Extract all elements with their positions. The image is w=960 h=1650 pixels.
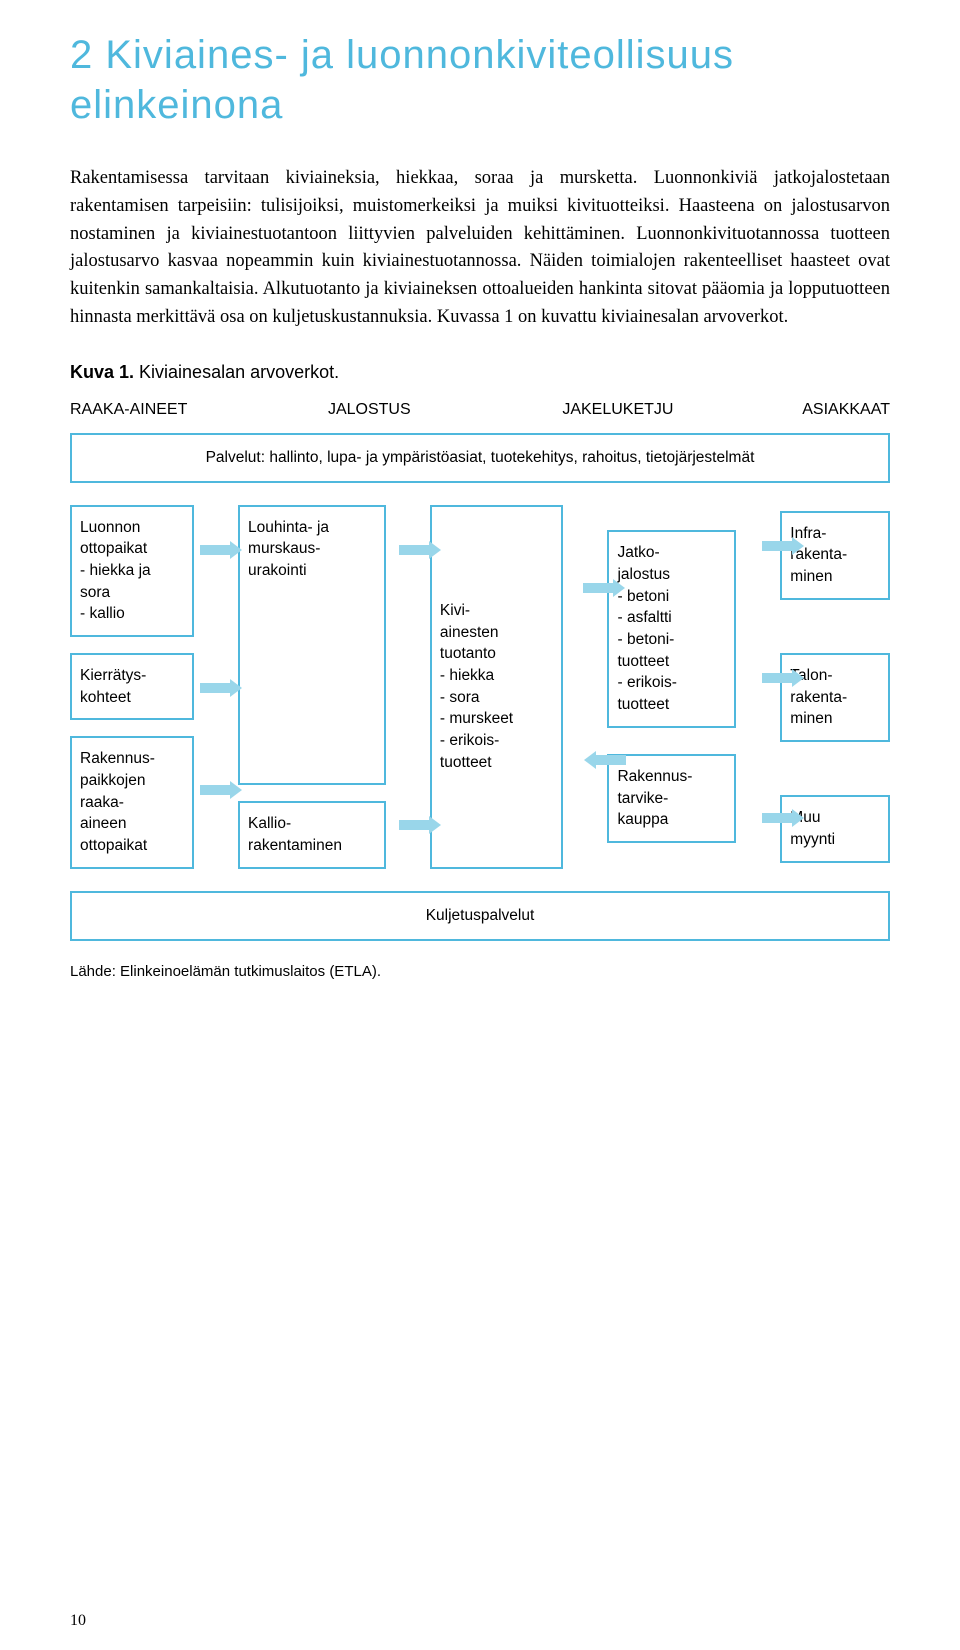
box-kiviainesten-tuotanto: Kivi- ainesten tuotanto - hiekka - sora … (430, 505, 564, 869)
header-jalostus: JALOSTUS (270, 401, 470, 419)
header-raaka: RAAKA-AINEET (70, 401, 270, 419)
box-rakennuspaikkojen: Rakennus- paikkojen raaka- aineen ottopa… (70, 736, 194, 868)
box-talonrakentaminen: Talon- rakenta- minen (780, 653, 890, 742)
figure-source: Lähde: Elinkeinoelämän tutkimuslaitos (E… (70, 963, 890, 980)
box-kalliorakentaminen: Kallio- rakentaminen (238, 801, 386, 868)
box-rakennustarvikekauppa: Rakennus- tarvike- kauppa (607, 754, 736, 843)
box-kierratyskohteet: Kierrätys- kohteet (70, 653, 194, 720)
box-louhinta: Louhinta- ja murskaus- urakointi (238, 505, 386, 786)
arrow-icon (399, 820, 431, 830)
arrow-icon (200, 545, 232, 555)
box-jatkojalostus: Jatko- jalostus - betoni - asfaltti - be… (607, 530, 736, 728)
body-paragraph: Rakentamisessa tarvitaan kiviaineksia, h… (70, 165, 890, 332)
arrow-icon (200, 683, 232, 693)
arrow-icon (583, 583, 615, 593)
diagram-column-headers: RAAKA-AINEET JALOSTUS JAKELUKETJU ASIAKK… (70, 401, 890, 419)
diagram-col-1: Luonnon ottopaikat - hiekka ja sora - ka… (70, 505, 194, 869)
page-title: 2 Kiviaines- ja luonnonkiviteollisuus el… (70, 30, 890, 130)
arrow-icon (200, 785, 232, 795)
box-infrarakentaminen: Infra- rakenta- minen (780, 511, 890, 600)
services-box: Palvelut: hallinto, lupa- ja ympäristöas… (70, 433, 890, 483)
header-asiakkaat: ASIAKKAAT (727, 401, 890, 419)
arrow-icon (762, 541, 794, 551)
diagram-main-row: Luonnon ottopaikat - hiekka ja sora - ka… (70, 505, 890, 869)
arrow-icon (594, 755, 626, 765)
arrow-icon (399, 545, 431, 555)
value-chain-diagram: Palvelut: hallinto, lupa- ja ympäristöas… (70, 433, 890, 941)
diagram-col-4: Jatko- jalostus - betoni - asfaltti - be… (607, 505, 736, 869)
header-jakeluketju: JAKELUKETJU (469, 401, 727, 419)
figure-caption-text: Kiviainesalan arvoverkot. (134, 362, 339, 382)
diagram-col-2: Louhinta- ja murskaus- urakointi Kallio-… (238, 505, 386, 869)
diagram-col-3: Kivi- ainesten tuotanto - hiekka - sora … (430, 505, 564, 869)
box-muu-myynti: Muu myynti (780, 795, 890, 862)
transport-box: Kuljetuspalvelut (70, 891, 890, 941)
box-luonnon-ottopaikat: Luonnon ottopaikat - hiekka ja sora - ka… (70, 505, 194, 637)
arrow-icon (762, 813, 794, 823)
figure-caption-bold: Kuva 1. (70, 362, 134, 382)
figure-caption: Kuva 1. Kiviainesalan arvoverkot. (70, 362, 890, 383)
page-number: 10 (70, 1612, 86, 1630)
arrow-icon (762, 673, 794, 683)
